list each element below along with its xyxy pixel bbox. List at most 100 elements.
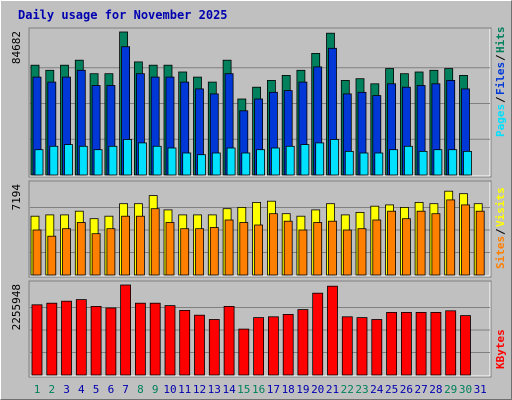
sites-bar-day-14 [224, 219, 234, 276]
x-tick-label-day-8: 8 [137, 383, 144, 396]
sites-bar-day-13 [209, 227, 219, 276]
pages-bar-day-24 [374, 152, 384, 176]
kbytes-bar-day-23 [356, 317, 368, 376]
y-axis-top-tick-label: 84682 [10, 31, 23, 64]
legend-entry-pages: Pages [494, 104, 507, 137]
kbytes-bar-day-16 [253, 317, 265, 376]
pages-bar-day-12 [197, 154, 206, 176]
x-tick-label-day-17: 17 [267, 383, 280, 396]
legend-hits-files-pages: Pages/Files/Hits [494, 27, 507, 138]
kbytes-bar-day-9 [149, 302, 161, 376]
kbytes-bar-day-24 [371, 319, 383, 376]
pages-bar-day-14 [226, 147, 236, 176]
x-tick-label-day-20: 20 [311, 383, 324, 396]
kbytes-bar-day-19 [297, 309, 309, 376]
x-tick-label-day-5: 5 [93, 383, 100, 396]
x-tick-label-day-24: 24 [370, 383, 384, 396]
kbytes-bar-day-3 [61, 300, 72, 376]
sites-bar-day-19 [298, 229, 308, 276]
kbytes-bar-day-6 [105, 307, 117, 376]
sites-bar-day-27 [416, 210, 426, 276]
kbytes-bar-day-29 [445, 310, 457, 376]
sites-bar-day-31 [475, 210, 485, 276]
kbytes-bar-day-21 [327, 285, 338, 376]
kbytes-bar-day-25 [386, 311, 398, 376]
x-tick-label-day-7: 7 [122, 383, 129, 396]
sites-bar-day-10 [165, 222, 175, 276]
pages-bar-day-2 [49, 145, 59, 176]
pages-bar-day-22 [344, 150, 354, 176]
kbytes-bar-day-4 [75, 299, 87, 376]
x-tick-label-day-3: 3 [63, 383, 70, 396]
sites-bar-day-7 [121, 215, 130, 276]
chart-title: Daily usage for November 2025 [18, 8, 228, 22]
sites-bar-day-8 [135, 215, 145, 276]
kbytes-bar-day-5 [90, 305, 102, 376]
pages-bar-day-30 [463, 150, 472, 176]
pages-bar-day-23 [359, 152, 369, 176]
pages-bar-day-26 [403, 145, 413, 176]
x-tick-label-day-6: 6 [108, 383, 115, 396]
pages-bar-day-25 [389, 149, 399, 176]
kbytes-bar-day-1 [31, 304, 43, 376]
legend-separator: / [494, 54, 507, 61]
x-tick-label-day-23: 23 [355, 383, 368, 396]
legend-separator: / [494, 96, 507, 103]
x-tick-label-day-12: 12 [193, 383, 206, 396]
x-tick-label-day-29: 29 [444, 383, 457, 396]
sites-bar-day-11 [180, 228, 190, 276]
sites-bar-day-25 [387, 210, 397, 276]
sites-bar-day-3 [62, 228, 71, 276]
legend-entry-sites: Sites [494, 236, 507, 269]
x-tick-label-day-18: 18 [282, 383, 295, 396]
kbytes-bar-day-14 [223, 305, 235, 376]
pages-bar-day-9 [152, 145, 162, 176]
kbytes-bar-day-10 [164, 305, 176, 376]
sites-bar-day-5 [91, 233, 101, 276]
kbytes-bar-day-12 [194, 314, 205, 376]
legend-kbytes: KBytes [494, 329, 507, 369]
pages-bar-day-3 [64, 144, 73, 176]
sites-bar-day-23 [357, 228, 367, 276]
y-axis-top-tick-label: 2255948 [10, 284, 23, 330]
sites-bar-day-28 [431, 213, 441, 276]
pages-bar-day-29 [448, 149, 458, 176]
sites-bar-day-18 [283, 220, 293, 276]
x-tick-label-day-11: 11 [178, 383, 191, 396]
sites-bar-day-24 [372, 219, 382, 276]
legend-entry-kbytes: KBytes [494, 329, 507, 369]
sites-bar-day-17 [268, 213, 278, 276]
x-tick-label-day-1: 1 [34, 383, 41, 396]
kbytes-bar-day-11 [179, 309, 191, 376]
pages-bar-day-17 [270, 147, 280, 176]
sites-bar-day-29 [446, 199, 456, 276]
sites-bar-day-12 [195, 228, 204, 276]
sites-bar-day-21 [328, 220, 337, 276]
pages-bar-day-16 [256, 149, 266, 176]
sites-bar-day-15 [239, 222, 249, 276]
legend-entry-hits: Hits [494, 27, 507, 54]
legend-separator: / [494, 228, 507, 235]
y-axis-top-tick-label: 7194 [10, 184, 23, 211]
sites-bar-day-30 [461, 204, 470, 276]
sites-bar-day-6 [106, 228, 116, 276]
legend-entry-files: Files [494, 62, 507, 95]
pages-bar-day-27 [418, 150, 428, 176]
sites-bar-day-9 [150, 208, 160, 276]
pages-bar-day-20 [315, 142, 325, 176]
pages-bar-day-1 [34, 149, 44, 176]
pages-bar-day-15 [241, 152, 251, 176]
x-tick-label-day-25: 25 [385, 383, 398, 396]
sites-bar-day-4 [76, 222, 86, 276]
sites-bar-day-1 [32, 229, 42, 276]
x-tick-label-day-10: 10 [163, 383, 176, 396]
legend-entry-visits: Visits [494, 187, 507, 227]
x-tick-label-day-14: 14 [222, 383, 236, 396]
sites-bar-day-16 [254, 224, 264, 276]
pages-bar-day-11 [182, 152, 192, 176]
kbytes-bar-day-26 [400, 311, 412, 376]
kbytes-bar-day-18 [282, 313, 294, 376]
x-tick-label-day-19: 19 [296, 383, 309, 396]
x-tick-label-day-31: 31 [474, 383, 487, 396]
